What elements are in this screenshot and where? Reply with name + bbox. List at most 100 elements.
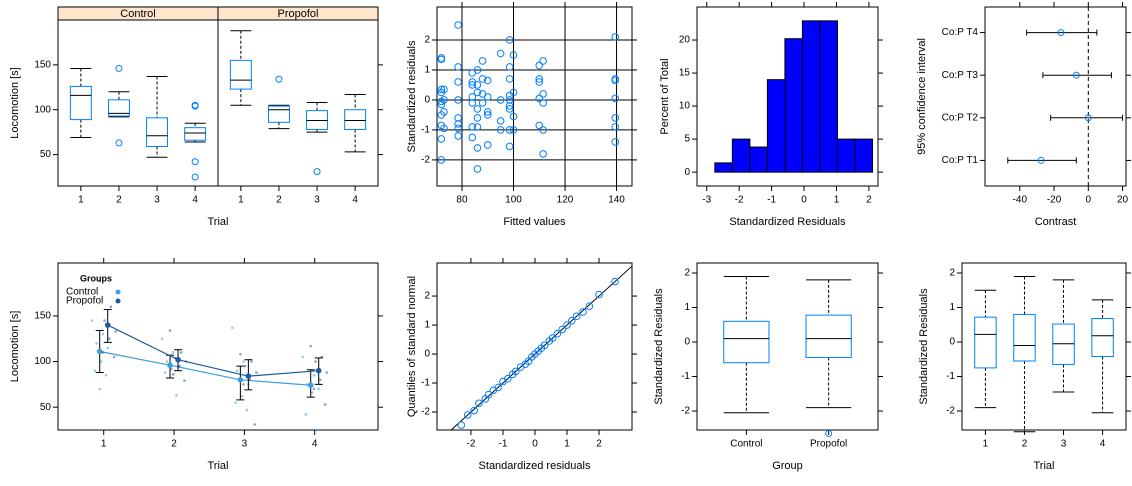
raw-point (242, 383, 245, 386)
x-tick-label: 2 (116, 195, 122, 206)
raw-point (304, 413, 308, 416)
x-axis-title: Group (772, 460, 803, 472)
raw-point (178, 364, 181, 368)
raw-point (325, 371, 329, 374)
estimate (1057, 29, 1065, 37)
point (468, 99, 477, 107)
y-tick-label: 1 (949, 302, 955, 313)
point (572, 312, 581, 321)
point (611, 123, 620, 131)
raw-point (231, 326, 234, 330)
raw-point (312, 387, 316, 391)
raw-point (243, 364, 247, 368)
raw-point (100, 360, 103, 363)
point (505, 105, 514, 113)
plot-frame (696, 262, 879, 431)
raw-point (103, 319, 106, 322)
point (468, 81, 477, 89)
y-tick-label: Co:P T2 (942, 112, 979, 123)
estimate (1084, 114, 1092, 122)
x-tick-label: 0 (801, 195, 807, 206)
point (437, 54, 446, 62)
y-tick-label: Co:P T4 (942, 27, 979, 38)
point (611, 33, 620, 41)
raw-point (90, 319, 94, 322)
point (611, 138, 620, 146)
y-axis-title: Locomotion [s] (9, 311, 21, 383)
point (496, 49, 505, 58)
x-tick-label: -2 (466, 439, 475, 450)
point (535, 78, 544, 86)
point (473, 123, 482, 131)
x-tick-label: 4 (1100, 439, 1106, 450)
box (344, 109, 367, 130)
y-tick-label: 0 (424, 95, 430, 106)
point (440, 85, 448, 94)
legend-label: Control (66, 287, 98, 298)
y-tick-label: 100 (34, 356, 51, 367)
point (595, 290, 603, 299)
point (454, 120, 462, 128)
plot-frame (984, 6, 1127, 187)
plot-frame (217, 19, 379, 187)
y-tick-label: 150 (34, 311, 51, 322)
box (69, 85, 92, 121)
point (454, 78, 462, 86)
x-tick-label: 4 (312, 439, 318, 450)
point (505, 142, 514, 151)
x-tick-label: 100 (505, 195, 522, 206)
reference-line (450, 265, 633, 431)
x-tick-label: Control (730, 439, 762, 450)
y-tick-label: 1 (424, 320, 430, 331)
plot-frame (57, 262, 379, 431)
point (540, 341, 549, 350)
point (463, 411, 472, 419)
point (473, 165, 482, 173)
raw-point (98, 279, 102, 283)
point (509, 88, 518, 97)
point (558, 325, 566, 334)
x-tick-label: 0 (1086, 195, 1092, 206)
x-tick-label: 140 (608, 195, 625, 206)
raw-point (239, 352, 242, 356)
y-tick-label: -1 (681, 371, 690, 382)
point (440, 124, 448, 133)
point (440, 108, 448, 116)
point (611, 94, 620, 103)
y-tick-label: 5 (684, 134, 690, 145)
bar (801, 20, 821, 173)
box (146, 117, 169, 148)
point (473, 81, 482, 89)
point (611, 75, 620, 83)
x-tick-label: 1 (101, 439, 107, 450)
x-tick-label: -20 (1047, 195, 1062, 206)
y-tick-label: 2 (949, 268, 955, 279)
point (437, 85, 446, 94)
x-tick-label: 3 (1061, 439, 1067, 450)
raw-point (183, 379, 186, 383)
x-axis-title: Standardized residuals (479, 460, 591, 472)
y-tick-label: -2 (421, 155, 430, 166)
box (974, 316, 997, 369)
point (496, 117, 505, 125)
mean-point (175, 356, 181, 363)
raw-point (255, 371, 258, 374)
raw-point (248, 378, 252, 382)
point (535, 61, 544, 70)
point (437, 135, 446, 143)
y-tick-label: 20 (679, 35, 691, 46)
x-tick-label: Propofol (810, 439, 847, 450)
box (1013, 313, 1036, 362)
raw-point (163, 371, 167, 374)
x-tick-label: 2 (171, 439, 177, 450)
outlier (275, 75, 283, 83)
legend-marker (115, 298, 121, 304)
x-tick-label: 2 (596, 439, 602, 450)
outlier (191, 158, 199, 166)
point (484, 390, 493, 399)
point (454, 114, 462, 122)
x-tick-label: 3 (154, 195, 160, 206)
raw-point (245, 408, 249, 412)
point (535, 75, 544, 83)
raw-point (323, 403, 327, 406)
